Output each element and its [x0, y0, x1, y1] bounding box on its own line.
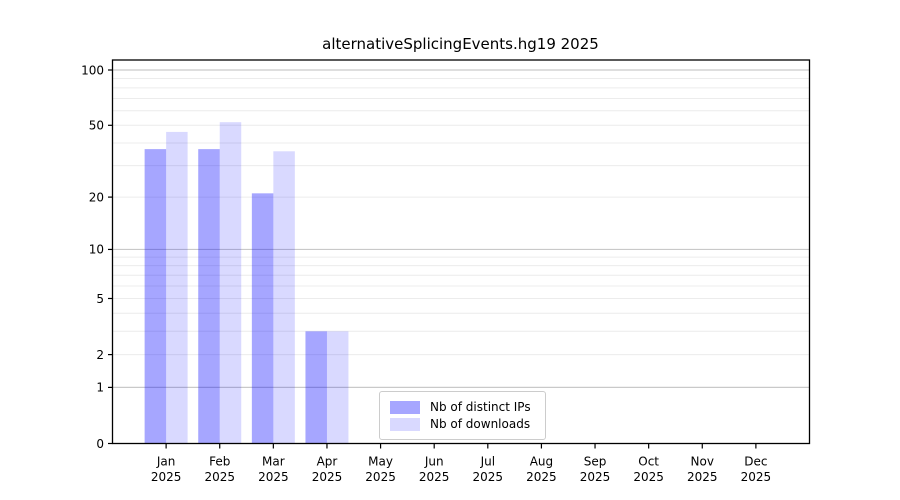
bar-downloads-mar: [273, 151, 295, 444]
x-tick-label-year: 2025: [258, 470, 289, 484]
x-tick-label-month: Sep: [584, 455, 607, 469]
y-tick-label: 0: [96, 437, 104, 451]
chart-title: alternativeSplicingEvents.hg19 2025: [322, 35, 599, 53]
legend-swatch-distinct-ips: [390, 400, 420, 414]
x-tick-label-month: Mar: [262, 455, 285, 469]
bar-distinct-ips-jan: [144, 149, 167, 444]
x-tick-label-month: Jan: [156, 455, 176, 469]
bar-downloads-apr: [326, 331, 349, 444]
x-tick-label-month: Feb: [209, 455, 230, 469]
x-tick-label-month: Dec: [744, 455, 767, 469]
y-tick-label: 1: [96, 381, 104, 395]
x-tick-label-year: 2025: [365, 470, 396, 484]
x-tick-label-month: Jul: [480, 455, 495, 469]
bar-distinct-ips-apr: [305, 331, 327, 444]
x-tick-label-month: Oct: [638, 455, 659, 469]
x-tick-label-year: 2025: [473, 470, 504, 484]
x-tick-label-year: 2025: [687, 470, 718, 484]
y-tick-label: 10: [89, 243, 104, 257]
x-tick-label-month: Apr: [317, 455, 338, 469]
y-tick-label: 100: [81, 63, 104, 77]
bar-distinct-ips-feb: [198, 149, 220, 444]
x-tick-label-month: Aug: [530, 455, 553, 469]
x-tick-label-year: 2025: [204, 470, 235, 484]
y-tick-label: 20: [89, 190, 104, 204]
legend-swatch-downloads: [390, 417, 420, 431]
x-tick-label-month: Nov: [691, 455, 714, 469]
x-tick-label-month: May: [368, 455, 393, 469]
bar-downloads-feb: [219, 122, 242, 444]
bar-distinct-ips-mar: [251, 193, 274, 444]
x-tick-label-year: 2025: [633, 470, 664, 484]
bar-downloads-jan: [166, 131, 188, 444]
x-tick-label-month: Jun: [424, 455, 444, 469]
legend-label-distinct-ips: Nb of distinct IPs: [430, 400, 531, 414]
legend-item-distinct-ips: Nb of distinct IPs: [390, 400, 535, 414]
x-tick-label-year: 2025: [151, 470, 182, 484]
x-tick-label-year: 2025: [312, 470, 343, 484]
legend: Nb of distinct IPs Nb of downloads: [379, 391, 546, 440]
x-tick-label-year: 2025: [526, 470, 557, 484]
plot-frame: [111, 59, 811, 445]
y-tick-label: 50: [89, 119, 104, 133]
y-tick-label: 5: [96, 292, 104, 306]
y-tick-label: 2: [96, 348, 104, 362]
x-tick-label-year: 2025: [741, 470, 772, 484]
x-tick-label-year: 2025: [419, 470, 450, 484]
legend-label-downloads: Nb of downloads: [430, 417, 531, 431]
x-tick-label-year: 2025: [580, 470, 611, 484]
legend-item-downloads: Nb of downloads: [390, 417, 535, 431]
